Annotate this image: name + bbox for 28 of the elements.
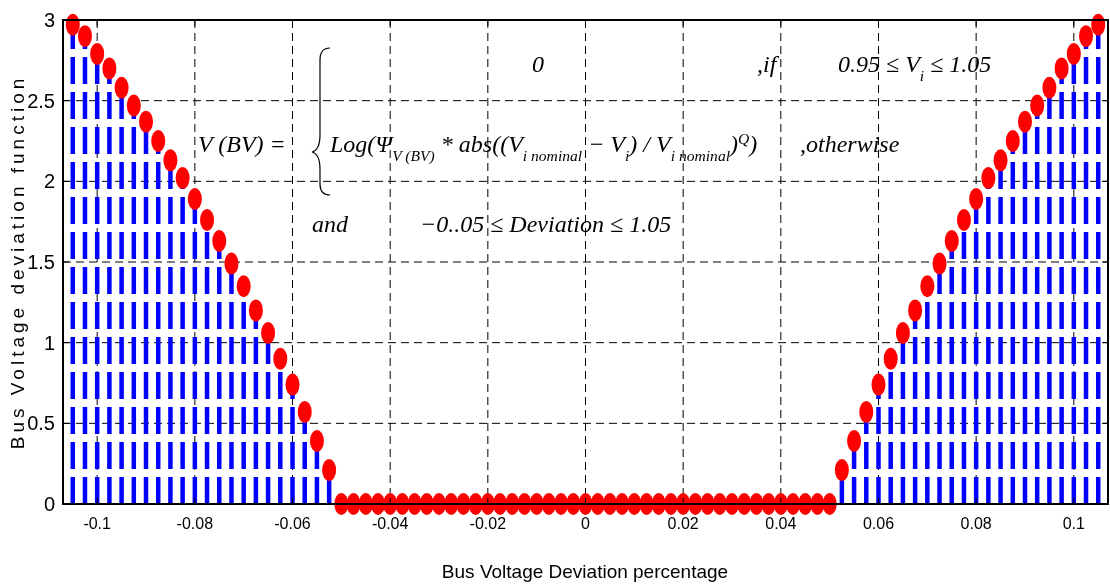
x-tick-label: 0.02 xyxy=(667,515,699,532)
y-tick-label: 1 xyxy=(43,331,55,354)
y-tick-label: 2 xyxy=(43,170,55,193)
annotation: 0 xyxy=(532,51,544,77)
annotation: V (BV) = xyxy=(198,131,286,157)
x-tick-label: -0.02 xyxy=(469,515,507,532)
y-tick-label: 0 xyxy=(43,493,55,515)
text: Log(Ψ$_{V (BV)}$ * abs((V$_{i nominal}$ − V$_{i}$) / V$_{i nominal}$)$^{Q}$) xyxy=(330,129,758,164)
annotation: −0..05 ≤ Deviation ≤ 1.05 xyxy=(420,211,672,237)
x-tick-label: 0.08 xyxy=(960,515,992,532)
x-tick-label: -0.08 xyxy=(176,515,214,532)
x-tick-label: 0.1 xyxy=(1062,515,1086,532)
y-tick-label: 1.5 xyxy=(27,251,55,273)
annotation: ,if xyxy=(757,51,780,77)
y-tick-label: 3 xyxy=(43,9,55,31)
x-tick-label: -0.1 xyxy=(83,515,112,532)
y-tick-label: 0.5 xyxy=(27,412,55,435)
x-tick-label: 0.06 xyxy=(862,515,895,532)
y-axis-title: Bus Voltage deviation function xyxy=(7,74,28,450)
x-tick-label: -0.06 xyxy=(274,515,311,532)
annotation: and xyxy=(312,211,349,237)
x-tick-label: 0.04 xyxy=(765,515,797,532)
x-tick-label: -0.04 xyxy=(371,515,409,532)
annotation: 0.95 ≤ V$_{i}$ ≤ 1.05 xyxy=(838,51,992,84)
annotation: ,otherwise xyxy=(800,131,900,157)
y-tick-label: 2.5 xyxy=(27,89,55,112)
x-tick-label: 0 xyxy=(581,515,591,532)
x-axis-title: Bus Voltage Deviation percentage xyxy=(441,561,729,582)
